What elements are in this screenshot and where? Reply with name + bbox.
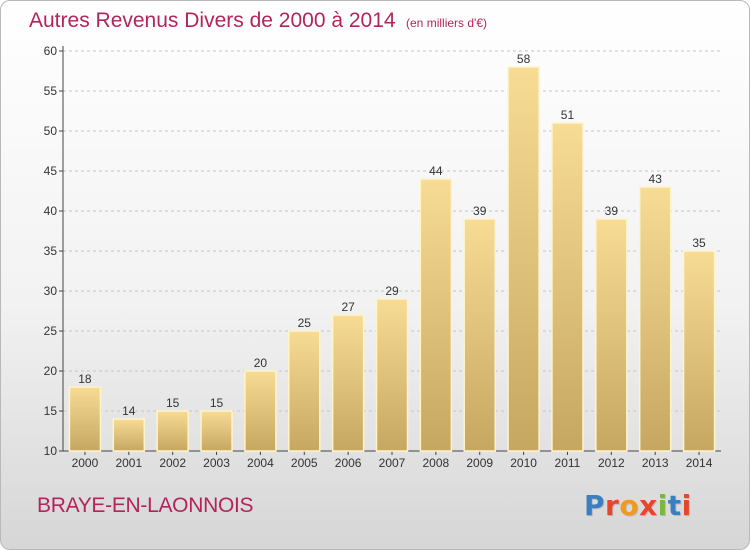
brand-letter: i: [681, 489, 692, 522]
x-tick-label: 2013: [642, 456, 669, 470]
x-tick-label: 2000: [72, 456, 99, 470]
bar: [200, 410, 233, 452]
x-tick-label: 2006: [335, 456, 362, 470]
y-tick-label: 55: [44, 84, 58, 98]
x-tick-label: 2008: [423, 456, 450, 470]
bar-value-label: 51: [561, 108, 575, 122]
place-name: BRAYE-EN-LAONNOIS: [37, 494, 254, 517]
labels: 10 15 20 25 30 35 40 45 50 55 60 18 2000 14 2001 15 2002…: [44, 44, 713, 470]
brand-letter: i: [657, 489, 668, 522]
bar: [112, 418, 146, 452]
bar-value-label: 20: [254, 356, 268, 370]
brand-letter: t: [667, 489, 682, 522]
bar: [331, 314, 365, 452]
bar-value-label: 58: [517, 52, 531, 66]
bar-value-label: 27: [341, 300, 355, 314]
y-tick-label: 45: [44, 164, 58, 178]
bar-value-label: 35: [692, 236, 706, 250]
y-tick-label: 40: [44, 204, 58, 218]
x-tick-label: 2012: [598, 456, 625, 470]
bar-value-label: 39: [473, 204, 487, 218]
brand-letter: P: [584, 489, 606, 522]
bars: [68, 66, 716, 452]
bar-value-label: 44: [429, 164, 443, 178]
y-tick-label: 15: [44, 404, 58, 418]
y-tick-label: 30: [44, 284, 58, 298]
chart-title-row: Autres Revenus Divers de 2000 à 2014 (en…: [29, 9, 487, 33]
bar: [463, 218, 496, 452]
y-tick-label: 20: [44, 364, 58, 378]
bar-value-label: 29: [385, 284, 399, 298]
bar-value-label: 15: [166, 396, 180, 410]
bar: [288, 330, 321, 452]
bar-value-label: 14: [122, 404, 136, 418]
x-tick-label: 2003: [203, 456, 230, 470]
brand-letter: r: [605, 489, 620, 522]
chart-unit: (en milliers d'€): [406, 16, 487, 30]
y-tick-label: 25: [44, 324, 58, 338]
y-tick-label: 50: [44, 124, 58, 138]
bar: [638, 186, 672, 452]
proxiti-logo[interactable]: Proxiti: [584, 489, 692, 522]
bar-value-label: 43: [649, 172, 663, 186]
chart-title: Autres Revenus Divers de 2000 à 2014: [29, 9, 396, 32]
x-tick-label: 2001: [115, 456, 142, 470]
bar: [595, 218, 628, 452]
bar: [68, 386, 102, 452]
bar-value-label: 18: [78, 372, 92, 386]
bar: [419, 178, 453, 452]
x-tick-label: 2004: [247, 456, 274, 470]
bar-value-label: 39: [605, 204, 619, 218]
bar: [682, 250, 716, 452]
bar-value-label: 15: [210, 396, 224, 410]
x-tick-label: 2007: [379, 456, 406, 470]
bar-value-label: 25: [298, 316, 312, 330]
x-tick-label: 2014: [686, 456, 713, 470]
y-tick-label: 35: [44, 244, 58, 258]
bar: [156, 410, 189, 452]
x-tick-label: 2005: [291, 456, 318, 470]
x-tick-label: 2002: [159, 456, 186, 470]
y-tick-label: 10: [44, 444, 58, 458]
y-tick-label: 60: [44, 44, 58, 58]
brand-letter: o: [619, 489, 640, 522]
x-tick-label: 2011: [555, 456, 581, 470]
bar: [551, 122, 584, 452]
x-tick-label: 2010: [510, 456, 537, 470]
x-tick-label: 2009: [466, 456, 493, 470]
bar: [375, 298, 409, 452]
bar: [244, 370, 277, 452]
brand-letter: x: [639, 489, 658, 522]
bar: [507, 66, 540, 452]
